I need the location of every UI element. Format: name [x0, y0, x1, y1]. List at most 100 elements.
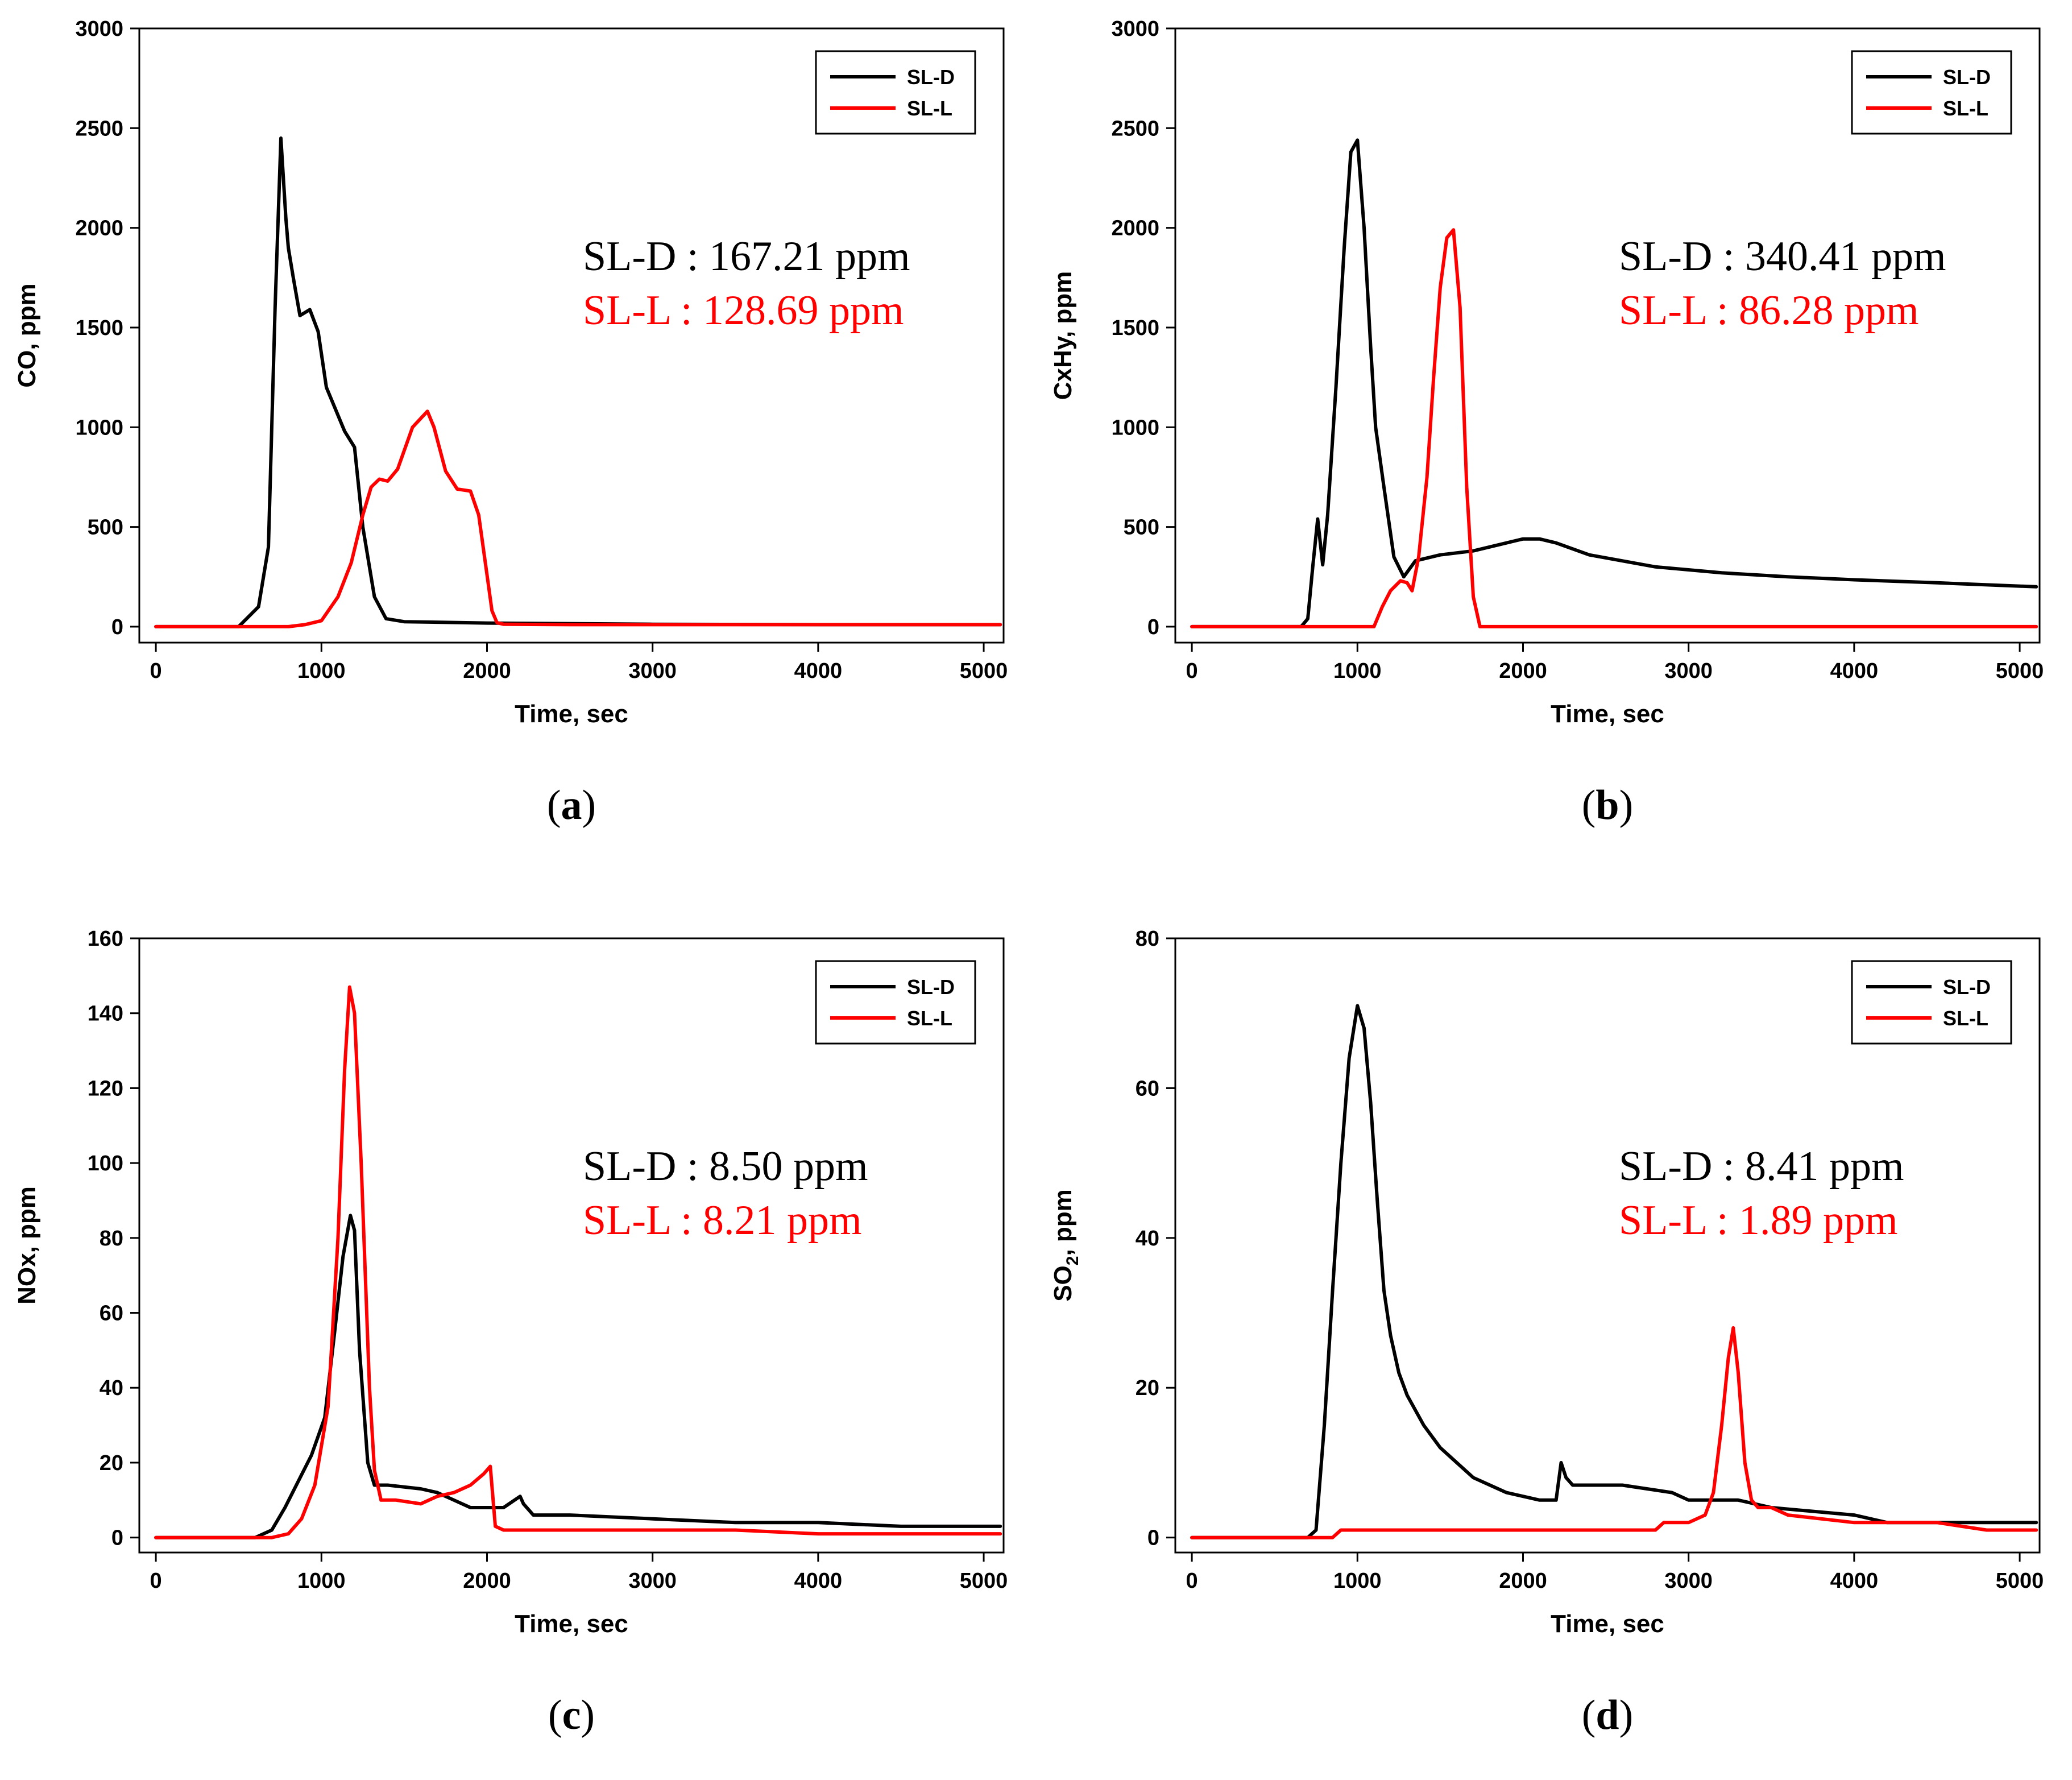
y-tick-label: 160	[88, 927, 123, 951]
chart-panel-b: 0 1000 2000 3000 4000 5000 0 500 1000 1500 2000 250…	[1036, 0, 2072, 870]
chart-panel-a: 0 1000 2000 3000 4000 5000 0 500 1000 1500 2000 250…	[0, 0, 1036, 870]
x-tick-label: 4000	[1830, 1569, 1879, 1593]
x-tick-label: 0	[1186, 659, 1198, 683]
y-tick-label: 2500	[1111, 117, 1159, 140]
y-tick-label: 20	[100, 1451, 123, 1475]
series-line-sl-d	[154, 136, 1002, 628]
panel-caption-letter: d	[1596, 1692, 1619, 1738]
annotation-sl-l: SL-L : 1.89 ppm	[1619, 1197, 1898, 1244]
annotation-sl-d: SL-D : 8.41 ppm	[1619, 1143, 1904, 1190]
panel-caption-letter: a	[561, 782, 582, 829]
x-tick-label: 0	[150, 1569, 162, 1593]
x-tick-label: 5000	[1996, 659, 2044, 683]
series-line-sl-d	[1190, 1004, 2038, 1539]
x-tick-label: 0	[1186, 1569, 1198, 1593]
x-tick-label: 3000	[628, 1569, 677, 1593]
chart-panel-c: 0 1000 2000 3000 4000 5000 0 20 40 60 80 100 120 140 1…	[0, 910, 1036, 1780]
y-tick-label: 1500	[1111, 316, 1159, 340]
y-tick-label: 20	[1136, 1376, 1159, 1400]
x-tick-label: 3000	[1664, 659, 1713, 683]
annotation-sl-d: SL-D : 8.50 ppm	[583, 1143, 868, 1190]
y-tick-label: 1000	[1111, 416, 1159, 440]
x-tick-label: 1000	[297, 1569, 346, 1593]
x-tick-label: 5000	[1996, 1569, 2044, 1593]
legend-box	[1851, 50, 2012, 135]
y-tick-label: 80	[1136, 927, 1159, 951]
y-axis-title-main: SO	[1049, 1265, 1077, 1302]
annotation-sl-d: SL-D : 340.41 ppm	[1619, 233, 1946, 280]
legend-label-sl-l: SL-L	[1943, 97, 1988, 120]
x-tick-label: 2000	[463, 1569, 511, 1593]
legend-box	[815, 960, 976, 1045]
legend-label-sl-d: SL-D	[1943, 975, 1991, 999]
x-axis-title: Time, sec	[1551, 700, 1664, 728]
x-tick-label: 2000	[463, 659, 511, 683]
legend-label-sl-d: SL-D	[907, 975, 955, 999]
y-tick-label: 500	[1124, 516, 1159, 540]
x-tick-label: 3000	[628, 659, 677, 683]
y-tick-label: 3000	[1111, 17, 1159, 41]
panel-caption: (d)	[1582, 1692, 1633, 1738]
x-tick-label: 2000	[1499, 659, 1547, 683]
chart-d-svg: 0 1000 2000 3000 4000 5000 0 20 40 60 80 Time, sec S…	[1049, 927, 2044, 1738]
series-line-sl-l	[1190, 1326, 2038, 1539]
y-tick-label: 2500	[75, 117, 123, 140]
panel-caption: (b)	[1582, 782, 1633, 829]
series-line-sl-l	[1190, 228, 2038, 628]
x-tick-label: 3000	[1664, 1569, 1713, 1593]
legend-label-sl-l: SL-L	[907, 97, 952, 120]
y-tick-label: 120	[88, 1077, 123, 1100]
x-axis-title: Time, sec	[515, 700, 628, 728]
plot-frame	[138, 27, 1005, 644]
y-tick-label: 500	[88, 516, 123, 540]
chart-a-svg: 0 1000 2000 3000 4000 5000 0 500 1000 1500 2000 250…	[13, 17, 1008, 829]
y-tick-label: 60	[1136, 1077, 1159, 1100]
y-tick-label: 0	[1147, 1526, 1159, 1550]
series-line-sl-l	[154, 985, 1002, 1539]
x-axis-title: Time, sec	[515, 1610, 628, 1638]
x-tick-label: 1000	[1333, 659, 1382, 683]
x-tick-label: 5000	[960, 1569, 1008, 1593]
y-tick-label: 1000	[75, 416, 123, 440]
chart-panel-d: 0 1000 2000 3000 4000 5000 0 20 40 60 80 Time, sec S…	[1036, 910, 2072, 1780]
plot-frame	[1174, 27, 2041, 644]
series-line-sl-d	[1190, 138, 2038, 628]
chart-b-svg: 0 1000 2000 3000 4000 5000 0 500 1000 1500 2000 250…	[1049, 17, 2044, 829]
legend-label-sl-l: SL-L	[1943, 1007, 1988, 1030]
y-tick-label: 0	[1147, 615, 1159, 639]
x-tick-label: 4000	[794, 659, 843, 683]
series-line-sl-d	[154, 1214, 1002, 1539]
annotation-sl-l: SL-L : 86.28 ppm	[1619, 287, 1919, 334]
x-tick-label: 0	[150, 659, 162, 683]
x-tick-label: 4000	[1830, 659, 1879, 683]
y-tick-label: 40	[1136, 1227, 1159, 1251]
y-tick-label: 0	[111, 1526, 123, 1550]
y-tick-label: 40	[100, 1376, 123, 1400]
panel-caption: (c)	[548, 1692, 595, 1738]
plot-frame	[138, 937, 1005, 1554]
y-tick-label: 0	[111, 615, 123, 639]
y-tick-label: 1500	[75, 316, 123, 340]
y-axis-title-suffix: , ppm	[1049, 1189, 1077, 1256]
x-axis-title: Time, sec	[1551, 1610, 1664, 1638]
y-tick-label: 80	[100, 1227, 123, 1251]
y-tick-label: 100	[88, 1152, 123, 1175]
panel-caption-letter: b	[1596, 782, 1619, 829]
legend-box	[1851, 960, 2012, 1045]
x-tick-label: 4000	[794, 1569, 843, 1593]
x-tick-label: 1000	[1333, 1569, 1382, 1593]
legend-box	[815, 50, 976, 135]
annotation-sl-l: SL-L : 128.69 ppm	[583, 287, 904, 334]
x-tick-label: 1000	[297, 659, 346, 683]
y-tick-label: 3000	[75, 17, 123, 41]
y-tick-label: 60	[100, 1302, 123, 1326]
y-axis-title-subscript: 2	[1063, 1256, 1082, 1266]
chart-c-svg: 0 1000 2000 3000 4000 5000 0 20 40 60 80 100 120 140 1…	[13, 927, 1008, 1738]
y-tick-label: 2000	[1111, 217, 1159, 241]
y-tick-label: 140	[88, 1002, 123, 1026]
y-tick-label: 2000	[75, 217, 123, 241]
x-tick-label: 5000	[960, 659, 1008, 683]
y-axis-title: CxHy, ppm	[1049, 271, 1077, 400]
x-tick-label: 2000	[1499, 1569, 1547, 1593]
panel-caption-letter: c	[562, 1692, 581, 1738]
